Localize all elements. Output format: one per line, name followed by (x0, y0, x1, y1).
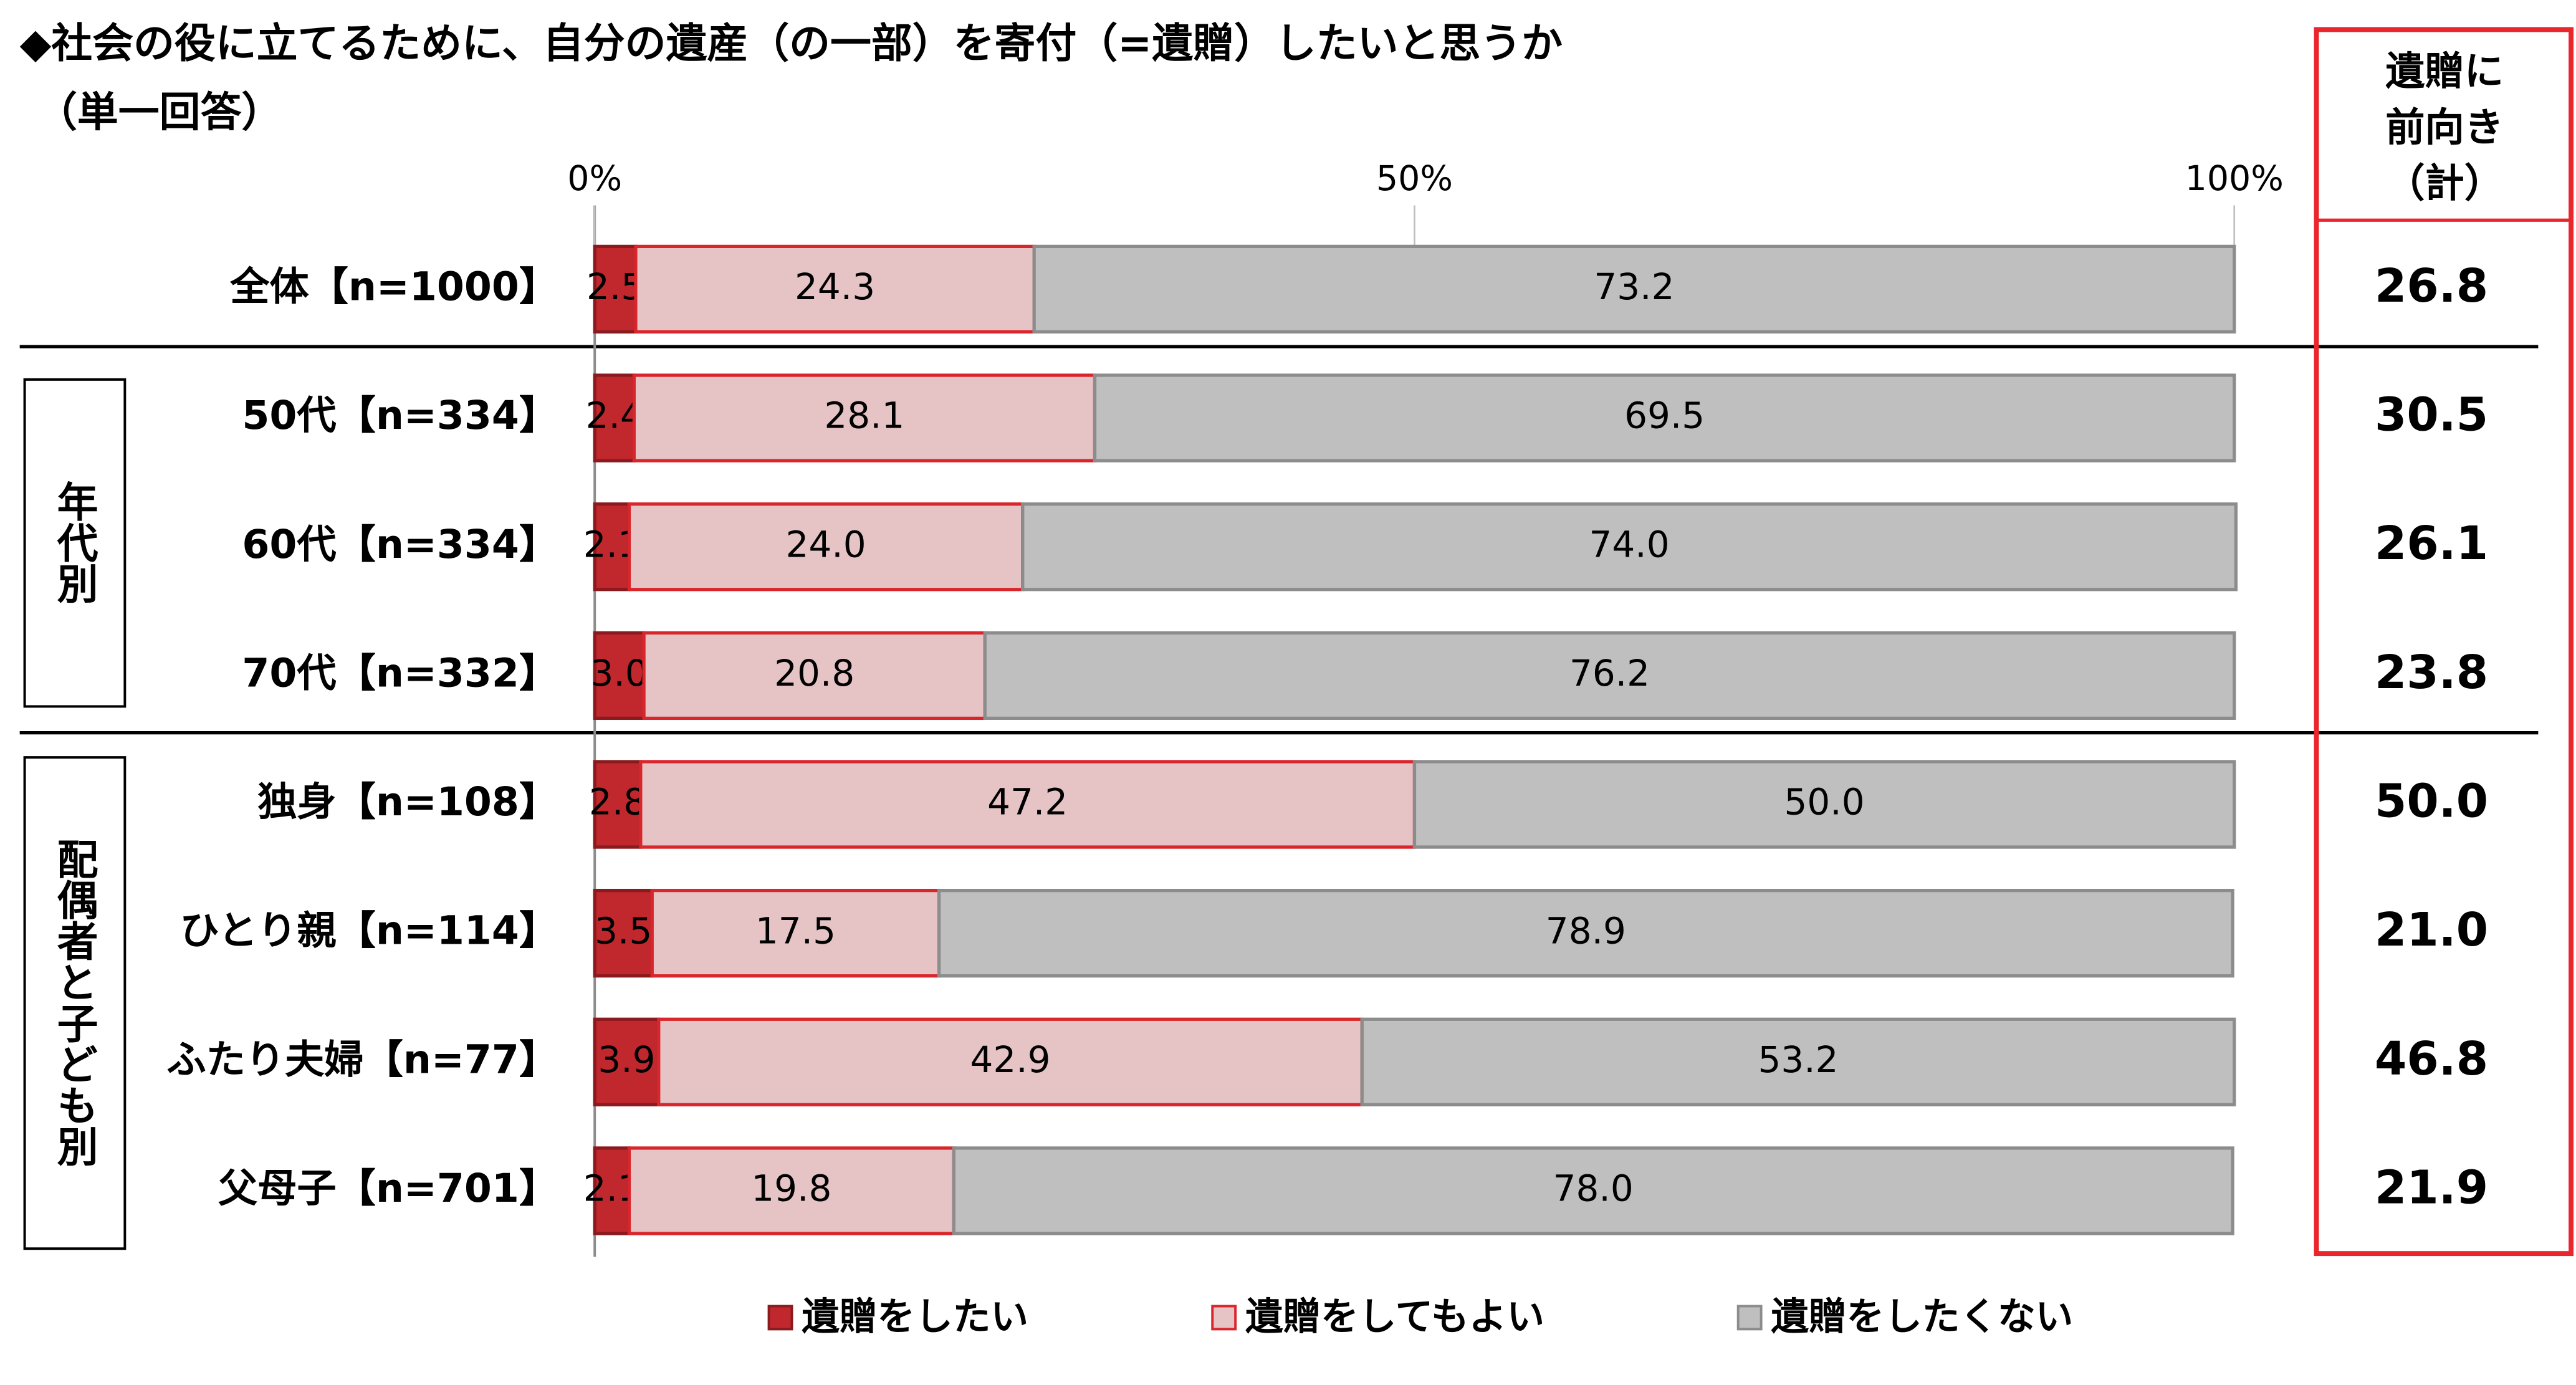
total-header: 遺贈に (2385, 48, 2504, 94)
value-label: 78.0 (1553, 1167, 1634, 1210)
bar-segment (593, 502, 631, 592)
value-label: 53.2 (1758, 1038, 1838, 1081)
category-label: ひとり親【n=114】 (180, 908, 559, 954)
bar-segment (642, 631, 987, 721)
total-value: 21.9 (2375, 1161, 2488, 1214)
total-value: 30.5 (2375, 388, 2488, 442)
category-label: ふたり夫婦【n=77】 (166, 1036, 558, 1082)
bar-segment (1093, 373, 2236, 462)
legend-swatch (767, 1305, 793, 1331)
x-tick-label: 0% (567, 159, 622, 199)
legend-label: 遺贈をしてもよい (1245, 1295, 1544, 1339)
bar-segment (593, 888, 654, 978)
value-label: 76.2 (1569, 652, 1650, 694)
total-value: 50.0 (2375, 775, 2488, 828)
legend-label: 遺贈をしたい (802, 1295, 1028, 1339)
total-value: 46.8 (2375, 1032, 2488, 1086)
value-label: 24.3 (795, 266, 875, 308)
bar-segment (1412, 760, 2236, 849)
group-label: 年代別 (50, 481, 98, 604)
bar-segment (1032, 244, 2236, 334)
x-tick-label: 50% (1376, 159, 1453, 199)
category-label: 全体【n=1000】 (229, 263, 558, 309)
legend-label: 遺贈をしたくない (1771, 1295, 2073, 1339)
value-label: 3.0 (591, 652, 648, 694)
category-label: 50代【n=334】 (242, 392, 558, 438)
total-header: （計） (2385, 160, 2504, 206)
value-label: 3.5 (595, 909, 652, 952)
value-label: 73.2 (1594, 266, 1674, 308)
chart-subtitle: （単一回答） (36, 89, 282, 137)
total-value: 26.1 (2375, 517, 2488, 570)
value-label: 69.5 (1624, 395, 1705, 437)
value-label: 2.8 (589, 781, 646, 823)
bar-segment (634, 244, 1036, 334)
legend-swatch (1736, 1305, 1763, 1331)
group-label: 配偶者と子ども別 (50, 838, 98, 1166)
value-label: 74.0 (1589, 523, 1670, 565)
bar-segment (639, 760, 1417, 849)
x-tick-label: 100% (2185, 159, 2284, 199)
category-label: 独身【n=108】 (257, 779, 558, 825)
value-label: 78.9 (1546, 909, 1626, 952)
value-label: 24.0 (786, 523, 866, 565)
group-box (23, 756, 127, 1250)
group-box (23, 378, 127, 708)
total-value: 21.0 (2375, 903, 2488, 957)
value-label: 17.5 (755, 909, 836, 952)
value-label: 28.1 (824, 395, 904, 437)
chart-title: ◆社会の役に立てるために、自分の遺産（の一部）を寄付（=遺贈）したいと思うか (20, 19, 1563, 67)
value-label: 50.0 (1784, 781, 1865, 823)
category-label: 父母子【n=701】 (218, 1165, 558, 1211)
bar-segment (1360, 1017, 2236, 1106)
value-label: 3.9 (598, 1038, 655, 1081)
total-value: 26.8 (2375, 259, 2488, 313)
bar-segment (1021, 502, 2238, 592)
value-label: 47.2 (987, 781, 1068, 823)
bar-segment (627, 502, 1025, 592)
value-label: 20.8 (774, 652, 855, 694)
bar-segment (632, 373, 1097, 462)
value-label: 42.9 (970, 1038, 1050, 1081)
bar-segment (593, 244, 638, 334)
total-value: 23.8 (2375, 646, 2488, 699)
category-label: 70代【n=332】 (242, 649, 558, 696)
bar-segment (937, 888, 2234, 978)
bar-segment (983, 631, 2236, 721)
value-label: 19.8 (751, 1167, 831, 1210)
bar-segment (657, 1017, 1364, 1106)
bar-segment (952, 1146, 2234, 1235)
total-header: 前向き (2385, 104, 2504, 150)
category-label: 60代【n=334】 (242, 521, 558, 567)
bar-segment (650, 888, 941, 978)
bar-segment (593, 373, 636, 462)
total-box (2314, 27, 2574, 1257)
legend-swatch (1211, 1305, 1237, 1331)
